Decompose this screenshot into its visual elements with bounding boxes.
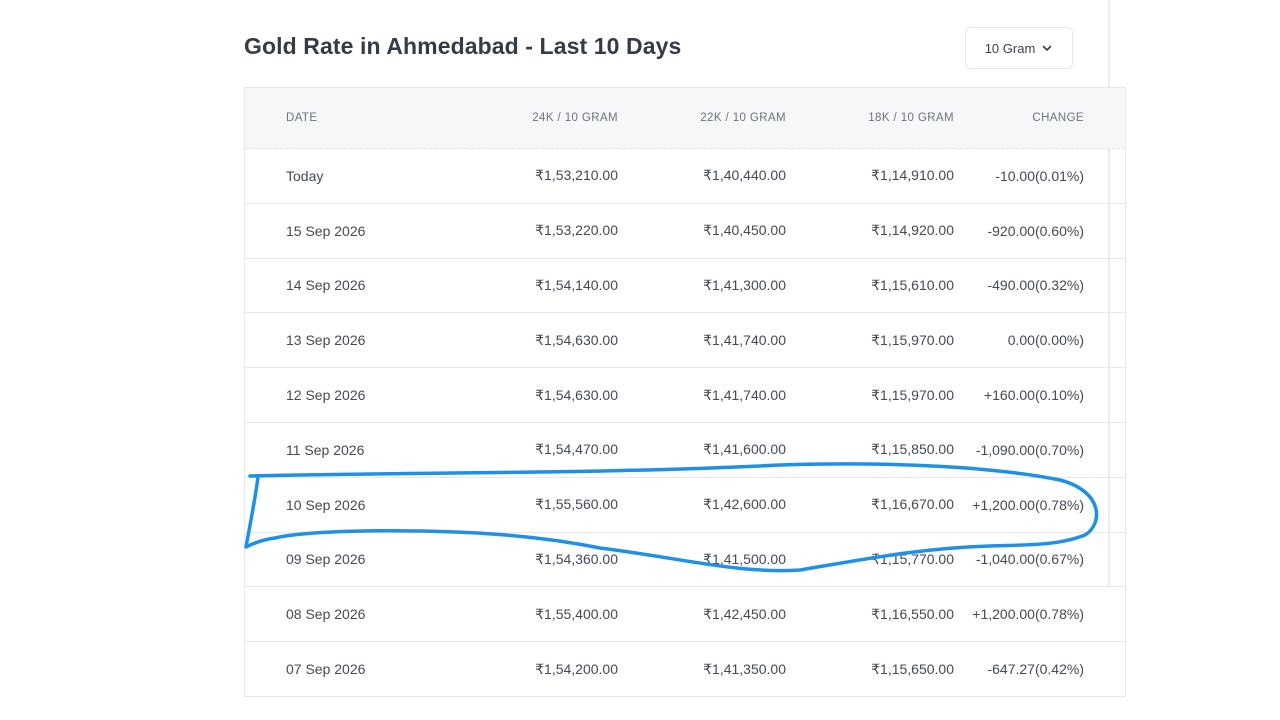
cell-change: +1,200.00(0.78%) bbox=[955, 477, 1126, 533]
cell-18k-price: ₹1,14,920.00 bbox=[787, 203, 955, 259]
cell-24k-price: ₹1,54,360.00 bbox=[467, 532, 619, 588]
cell-24k-price: ₹1,54,200.00 bbox=[535, 660, 618, 677]
cell-change: -490.00(0.32%) bbox=[955, 258, 1126, 314]
table-body: Today ₹1,53,210.00 ₹1,40,440.00 ₹1,14,910.0… bbox=[244, 148, 1126, 697]
cell-24k-price: ₹1,55,560.00 bbox=[467, 477, 619, 533]
cell-change: +160.00(0.10%) bbox=[955, 367, 1126, 423]
column-header-22k: 22K / 10 GRAM bbox=[619, 87, 787, 149]
cell-18k-price: ₹1,15,610.00 bbox=[787, 258, 955, 314]
cell-22k-price: ₹1,42,600.00 bbox=[619, 477, 787, 533]
column-header-change: CHANGE bbox=[955, 87, 1126, 149]
table-row: 11 Sep 2026 ₹1,54,470.00 ₹1,41,600.00 ₹1,15… bbox=[244, 422, 1126, 478]
cell-date: 11 Sep 2026 bbox=[244, 422, 467, 478]
cell-18k-price: ₹1,15,970.00 bbox=[787, 312, 955, 369]
cell-date: 14 Sep 2026 bbox=[244, 258, 467, 314]
cell-22k-price: ₹1,41,740.00 bbox=[619, 312, 787, 369]
unit-dropdown-label: 10 Gram bbox=[984, 40, 1036, 56]
cell-24k-price: ₹1,53,220.00 bbox=[467, 203, 619, 259]
cell-change: -1,090.00(0.70%) bbox=[955, 422, 1126, 478]
cell-18k-price: ₹1,15,770.00 bbox=[787, 532, 955, 588]
table-row: 13 Sep 2026 ₹1,54,630.00 ₹1,41,740.00 ₹1,15… bbox=[244, 312, 1126, 369]
cell-date: 08 Sep 2026 bbox=[244, 586, 467, 643]
cell-22k-price: ₹1,40,450.00 bbox=[619, 203, 787, 259]
table-row: 15 Sep 2026 ₹1,53,220.00 ₹1,40,450.00 ₹1,14… bbox=[244, 203, 1126, 259]
cell-24k-price: ₹1,54,140.00 bbox=[467, 258, 619, 314]
cell-change: +1,200.00(0.78%) bbox=[955, 586, 1126, 643]
cell-22k-price: ₹1,42,450.00 bbox=[619, 586, 787, 643]
cell-change: -920.00(0.60%) bbox=[955, 203, 1126, 259]
column-header-24k: 24K / 10 GRAM bbox=[467, 87, 619, 149]
cell-date: 07 Sep 2026 bbox=[286, 661, 366, 678]
cell-18k-price: ₹1,16,670.00 bbox=[787, 477, 955, 533]
cell-24k-price: ₹1,54,470.00 bbox=[467, 422, 619, 478]
cell-22k-price: ₹1,41,500.00 bbox=[619, 532, 787, 588]
cell-date: Today bbox=[244, 148, 467, 204]
cell-18k-price: ₹1,15,850.00 bbox=[787, 422, 955, 478]
cell-date: 09 Sep 2026 bbox=[244, 532, 467, 588]
cell-18k-price: ₹1,16,550.00 bbox=[787, 586, 955, 643]
cell-24k-price: ₹1,54,630.00 bbox=[467, 312, 619, 369]
cell-22k-price: ₹1,41,600.00 bbox=[619, 422, 787, 478]
cell-date: 10 Sep 2026 bbox=[244, 477, 467, 533]
cell-change: -10.00(0.01%) bbox=[955, 148, 1126, 204]
cell-18k-price: ₹1,14,910.00 bbox=[787, 148, 955, 204]
cell-18k-price: ₹1,15,970.00 bbox=[787, 367, 955, 423]
cell-date: 12 Sep 2026 bbox=[244, 367, 467, 423]
table-header-row: DATE 24K / 10 GRAM 22K / 10 GRAM 18K / 1… bbox=[244, 87, 1126, 149]
cell-change: -647.27(0.42%) bbox=[987, 661, 1084, 678]
unit-dropdown[interactable]: 10 Gram bbox=[965, 27, 1073, 69]
divider bbox=[1108, 0, 1110, 110]
cell-change: -1,040.00(0.67%) bbox=[955, 532, 1126, 588]
cell-24k-price: ₹1,53,210.00 bbox=[467, 148, 619, 204]
page-title: Gold Rate in Ahmedabad - Last 10 Days bbox=[244, 33, 682, 59]
table-row: 09 Sep 2026 ₹1,54,360.00 ₹1,41,500.00 ₹1,15… bbox=[244, 532, 1126, 588]
cell-24k-price: ₹1,55,400.00 bbox=[467, 586, 619, 643]
cell-22k-price: ₹1,40,440.00 bbox=[619, 148, 787, 204]
cell-22k-price: ₹1,41,740.00 bbox=[619, 367, 787, 423]
table-row: 08 Sep 2026 ₹1,55,400.00 ₹1,42,450.00 ₹1,16… bbox=[244, 586, 1126, 643]
cell-24k-price: ₹1,54,630.00 bbox=[467, 367, 619, 423]
chevron-down-icon bbox=[1042, 45, 1052, 51]
table-row: 14 Sep 2026 ₹1,54,140.00 ₹1,41,300.00 ₹1,15… bbox=[244, 258, 1126, 314]
cell-22k-price: ₹1,41,350.00 bbox=[703, 660, 786, 677]
table-row: 12 Sep 2026 ₹1,54,630.00 ₹1,41,740.00 ₹1,15… bbox=[244, 367, 1126, 423]
cell-date: 13 Sep 2026 bbox=[244, 312, 467, 369]
table-row: Today ₹1,53,210.00 ₹1,40,440.00 ₹1,14,910.0… bbox=[244, 148, 1126, 204]
table-row: 07 Sep 2026 ₹1,54,200.00 ₹1,41,350.00 ₹1,15… bbox=[245, 642, 1126, 697]
column-header-date: DATE bbox=[244, 87, 467, 149]
cell-date: 15 Sep 2026 bbox=[244, 203, 467, 259]
column-header-18k: 18K / 10 GRAM bbox=[787, 87, 955, 149]
cell-change: 0.00(0.00%) bbox=[955, 312, 1126, 369]
gold-rate-table: DATE 24K / 10 GRAM 22K / 10 GRAM 18K / 1… bbox=[244, 87, 1126, 697]
cell-18k-price: ₹1,15,650.00 bbox=[871, 660, 954, 677]
cell-22k-price: ₹1,41,300.00 bbox=[619, 258, 787, 314]
table-row: 10 Sep 2026 ₹1,55,560.00 ₹1,42,600.00 ₹1,16… bbox=[244, 477, 1126, 533]
